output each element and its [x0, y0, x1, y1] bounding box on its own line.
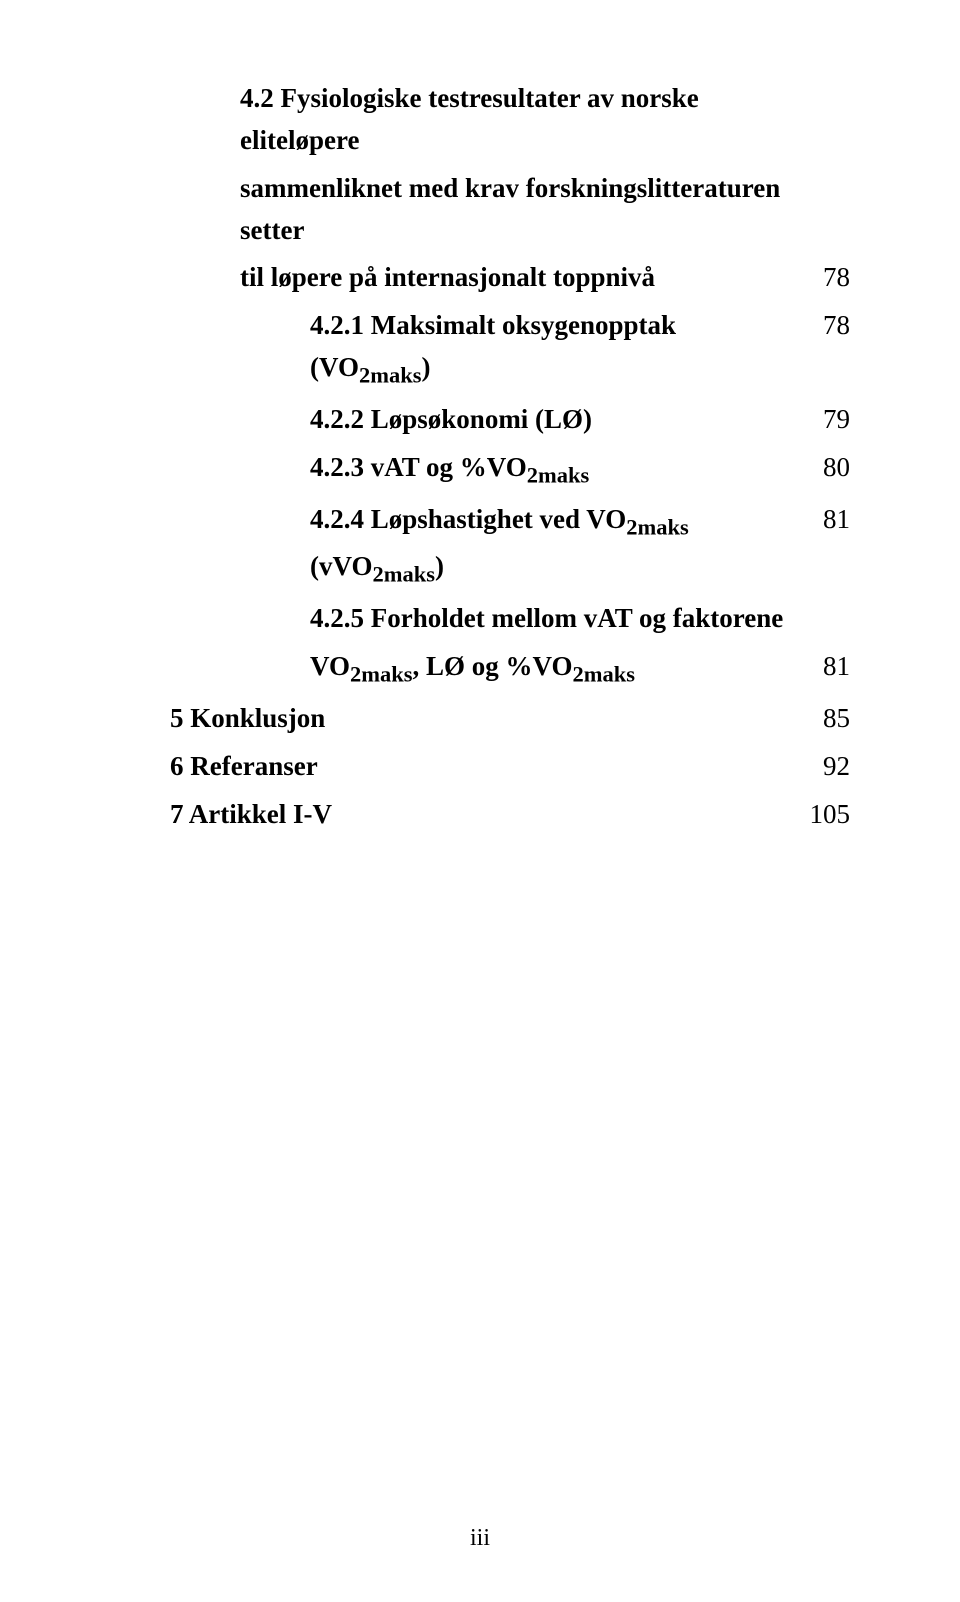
toc-label: 4.2.1 Maksimalt oksygenopptak (VO2maks) [170, 305, 790, 393]
toc-label: til løpere på internasjonalt toppnivå [170, 257, 790, 299]
toc-line: 4.2.5 Forholdet mellom vAT og faktorene [170, 598, 850, 640]
subscript: 2maks [372, 561, 435, 586]
toc-text: 4.2.3 vAT og %VO [310, 452, 527, 482]
toc-line: 4.2 Fysiologiske testresultater av norsk… [170, 78, 850, 162]
toc-text-after: ) [421, 352, 430, 382]
toc-label: 6 Referanser [170, 746, 790, 788]
toc-text: VO [310, 651, 350, 681]
toc-page-num: 81 [790, 499, 850, 541]
toc-line: 4.2.2 Løpsøkonomi (LØ) 79 [170, 399, 850, 441]
toc-page-num: 85 [790, 698, 850, 740]
subscript: 2maks [572, 661, 635, 686]
page-footer: iii [0, 1525, 960, 1552]
toc-line: 7 Artikkel I-V 105 [170, 794, 850, 836]
toc-label: sammenliknet med krav forskningslitterat… [170, 168, 790, 252]
toc-line: 4.2.3 vAT og %VO2maks 80 [170, 447, 850, 493]
toc-text: 4.2.4 Løpshastighet ved VO [310, 504, 626, 534]
toc-text-after2: ) [435, 551, 444, 581]
toc-text-after: (vVO [310, 551, 372, 581]
toc-line: sammenliknet med krav forskningslitterat… [170, 168, 850, 252]
toc-label: 5 Konklusjon [170, 698, 790, 740]
toc-page-num: 105 [790, 794, 850, 836]
toc-label: VO2maks, LØ og %VO2maks [170, 646, 790, 692]
subscript: 2maks [350, 661, 413, 686]
toc-line: VO2maks, LØ og %VO2maks 81 [170, 646, 850, 692]
toc-label: 4.2.4 Løpshastighet ved VO2maks (vVO2mak… [170, 499, 790, 592]
toc-label: 4.2 Fysiologiske testresultater av norsk… [170, 78, 790, 162]
toc-line: 4.2.1 Maksimalt oksygenopptak (VO2maks) … [170, 305, 850, 393]
toc-line: 4.2.4 Løpshastighet ved VO2maks (vVO2mak… [170, 499, 850, 592]
document-page: 4.2 Fysiologiske testresultater av norsk… [0, 0, 960, 1602]
subscript: 2maks [527, 463, 590, 488]
toc-page-num: 81 [790, 646, 850, 688]
toc-page-num: 78 [790, 257, 850, 299]
toc-line: 6 Referanser 92 [170, 746, 850, 788]
toc-text-after: , LØ og %VO [412, 651, 572, 681]
subscript: 2maks [359, 362, 422, 387]
toc-page-num: 92 [790, 746, 850, 788]
toc-line: til løpere på internasjonalt toppnivå 78 [170, 257, 850, 299]
toc-label: 4.2.2 Løpsøkonomi (LØ) [170, 399, 790, 441]
toc-line: 5 Konklusjon 85 [170, 698, 850, 740]
toc-label: 4.2.3 vAT og %VO2maks [170, 447, 790, 493]
toc-page-num: 78 [790, 305, 850, 347]
subscript: 2maks [626, 515, 689, 540]
toc-label: 4.2.5 Forholdet mellom vAT og faktorene [170, 598, 790, 640]
toc-label: 7 Artikkel I-V [170, 794, 790, 836]
toc-page-num: 79 [790, 399, 850, 441]
toc-page-num: 80 [790, 447, 850, 489]
